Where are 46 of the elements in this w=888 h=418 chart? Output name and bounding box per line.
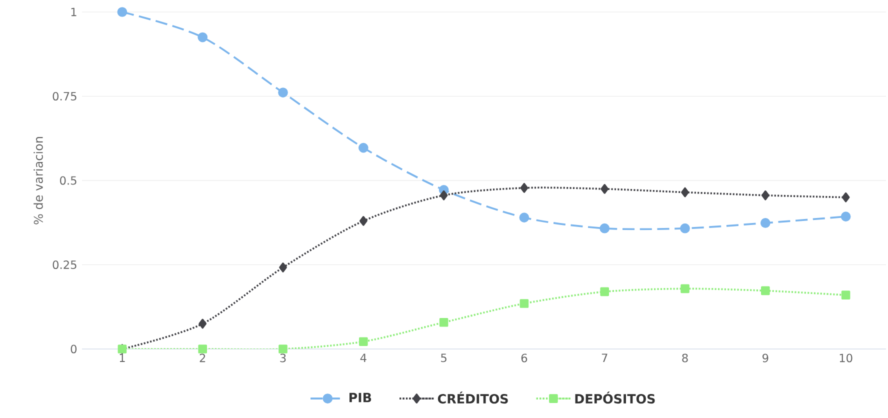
point [440,190,448,200]
point [519,212,530,222]
point [358,142,368,153]
y-tick-label: 0 [70,344,77,354]
point [520,299,529,308]
point [279,262,287,272]
x-tick-label: 3 [280,354,286,362]
point [842,192,850,202]
y-tick-label: 1 [71,8,76,16]
point [198,32,208,42]
point [198,318,207,329]
point [600,184,609,194]
y-tick-label: 0.75 [52,92,76,101]
x-tick-label: 9 [762,354,768,362]
point [680,284,690,294]
point [117,7,128,17]
point [761,190,770,200]
point [600,287,610,296]
point [359,337,368,346]
point [841,290,850,300]
x-tick-label: 10 [840,354,852,362]
point [278,344,288,354]
point [439,318,448,327]
x-tick-label: 4 [360,354,366,362]
x-tick-label: 2 [200,354,206,362]
x-tick-label: 8 [682,354,688,362]
legend-label: DEPÓSITOS [575,392,655,404]
y-tick-label: 0.25 [52,260,76,270]
y-tick-label: 0.5 [60,176,76,185]
x-tick-label: 6 [521,354,528,362]
legend-label: CRÉDITOS [438,392,508,404]
x-tick-label: 7 [602,354,608,362]
x-tick-label: 5 [441,354,446,362]
x-tick-label: 1 [120,354,125,362]
point [761,286,770,296]
y-axis-title: % de variacion [34,137,43,224]
legend-label: PIB [349,392,372,402]
point [600,223,610,234]
point [198,344,208,354]
point [760,218,770,228]
point [840,212,851,222]
point [520,182,528,193]
point [681,187,689,198]
point [278,88,288,98]
point [680,223,690,234]
point [359,216,368,226]
